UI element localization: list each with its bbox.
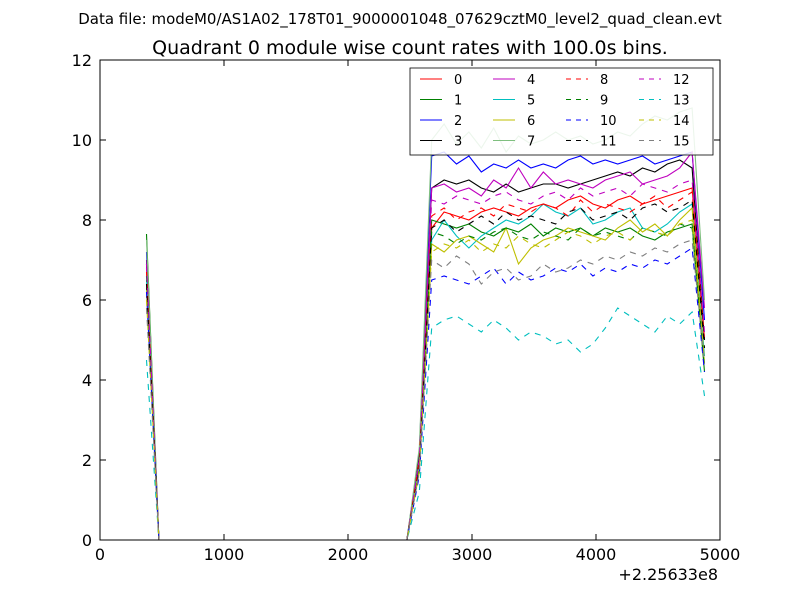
y-tick-label: 8 — [82, 211, 92, 230]
series-line-12 — [145, 179, 706, 541]
series-line-1 — [145, 219, 706, 541]
y-tick-label: 10 — [72, 131, 92, 150]
y-tick-label: 4 — [82, 371, 92, 390]
legend-label-0: 0 — [454, 73, 462, 88]
legend-label-3: 3 — [454, 135, 462, 150]
x-tick-label: 5000 — [700, 545, 741, 564]
y-tick-label: 0 — [82, 531, 92, 550]
legend-label-2: 2 — [454, 114, 462, 129]
legend-label-15: 15 — [673, 135, 690, 150]
series-line-14 — [145, 219, 706, 541]
legend-label-13: 13 — [673, 94, 690, 109]
chart-title: Quadrant 0 module wise count rates with … — [152, 37, 668, 59]
legend-label-1: 1 — [454, 94, 462, 109]
legend-label-10: 10 — [600, 114, 617, 129]
legend-label-12: 12 — [673, 73, 690, 88]
y-tick-label: 12 — [72, 51, 92, 70]
x-tick-label: 2000 — [328, 545, 369, 564]
legend-label-4: 4 — [527, 73, 535, 88]
legend-label-14: 14 — [673, 114, 690, 129]
y-tick-label: 6 — [82, 291, 92, 310]
x-tick-label: 0 — [95, 545, 105, 564]
legend-label-9: 9 — [600, 94, 608, 109]
series-line-13 — [145, 307, 706, 541]
plot-lines — [145, 107, 706, 541]
legend-label-5: 5 — [527, 94, 535, 109]
legend-label-8: 8 — [600, 73, 608, 88]
legend-label-7: 7 — [527, 135, 535, 150]
x-offset-label: +2.25633e8 — [618, 565, 718, 584]
x-tick-label: 3000 — [452, 545, 493, 564]
legend-box — [409, 67, 714, 156]
legend-label-6: 6 — [527, 114, 535, 129]
data-file-suptitle: Data file: modeM0/AS1A02_178T01_90000010… — [78, 10, 722, 29]
y-tick-label: 2 — [82, 451, 92, 470]
legend-label-11: 11 — [600, 135, 617, 150]
series-line-9 — [145, 223, 706, 541]
x-tick-label: 4000 — [576, 545, 617, 564]
x-tick-label: 1000 — [204, 545, 245, 564]
